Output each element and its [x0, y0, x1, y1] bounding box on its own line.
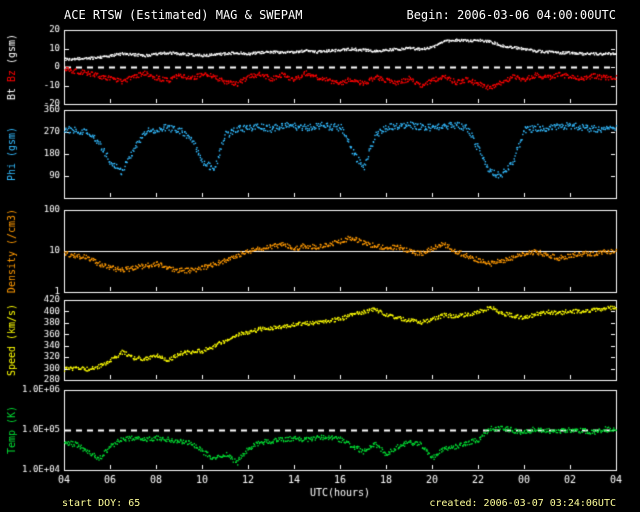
begin-timestamp: Begin: 2006-03-06 04:00:00UTC	[406, 8, 616, 22]
created-timestamp: created: 2006-03-07 03:24:06UTC	[429, 498, 616, 509]
chart-title: ACE RTSW (Estimated) MAG & SWEPAM	[64, 8, 303, 22]
start-doy-label: start DOY: 65	[62, 498, 141, 509]
